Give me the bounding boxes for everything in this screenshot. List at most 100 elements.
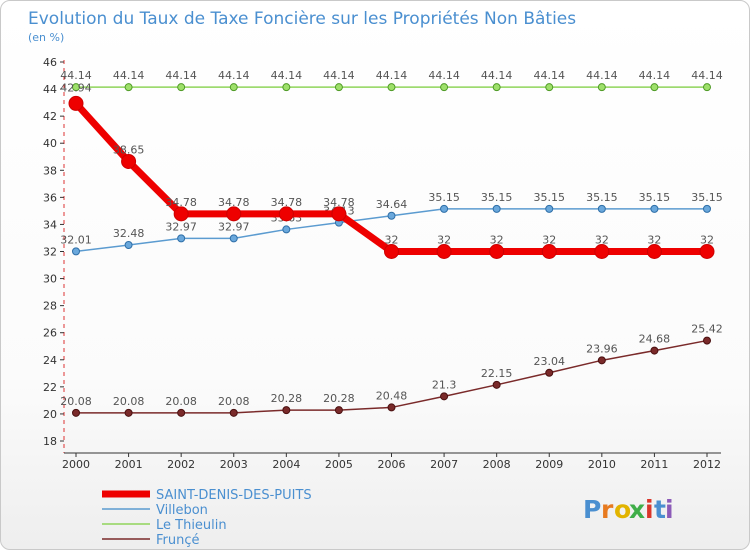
data-point: [489, 244, 505, 259]
series-1: 32.0132.4832.9732.9733.6334.1334.6435.15…: [60, 191, 723, 256]
y-tick-label: 38: [43, 164, 57, 177]
y-tick-label: 40: [43, 137, 57, 150]
data-point: [229, 83, 238, 92]
x-tick-label: 2002: [167, 458, 195, 471]
axes: 18 20 22 24 26 28 30 32 34 36 38 40 42 44 46 2000 2001 20…: [43, 56, 721, 471]
data-label: 34.78: [323, 196, 355, 209]
series-0: 42.94 38.65 34.78 34.78 34.78 34.78 32 32 32 32 32…: [60, 81, 715, 259]
y-tick-label: 46: [43, 56, 57, 69]
data-label: 32.97: [165, 220, 197, 233]
data-label: 34.78: [271, 196, 303, 209]
data-point: [541, 244, 557, 259]
data-point: [492, 83, 501, 92]
data-point: [124, 408, 133, 417]
legend-label: Le Thieulin: [156, 518, 227, 533]
data-label: 35.15: [639, 191, 671, 204]
logo-letter: i: [665, 495, 674, 524]
logo-letter: o: [614, 495, 631, 524]
x-tick-label: 2012: [693, 458, 721, 471]
data-label: 32: [595, 234, 609, 247]
data-label: 35.15: [586, 191, 618, 204]
data-point: [650, 204, 659, 213]
x-tick-label: 2006: [378, 458, 406, 471]
data-point: [334, 83, 343, 92]
logo-letter: r: [601, 495, 614, 524]
data-point: [177, 408, 186, 417]
y-tick-label: 28: [43, 300, 57, 313]
data-label: 20.28: [271, 392, 303, 405]
data-point: [282, 225, 291, 234]
x-tick-label: 2007: [430, 458, 458, 471]
data-point: [545, 204, 554, 213]
data-label: 34.78: [218, 196, 250, 209]
data-label: 32: [490, 234, 504, 247]
data-point: [597, 204, 606, 213]
y-tick-label: 30: [43, 273, 57, 286]
data-point: [492, 204, 501, 213]
x-tick-label: 2005: [325, 458, 353, 471]
data-point: [278, 206, 294, 222]
data-label: 25.42: [691, 323, 723, 336]
data-label: 20.08: [218, 395, 250, 408]
x-tick-label: 2010: [588, 458, 616, 471]
data-label: 35.15: [691, 191, 723, 204]
data-label: 32.97: [218, 220, 250, 233]
data-point: [387, 83, 396, 92]
data-point: [597, 356, 606, 365]
data-label: 22.15: [481, 367, 513, 380]
data-point: [282, 406, 291, 415]
data-point: [440, 392, 449, 401]
legend-item-1: Villebon: [102, 503, 208, 518]
data-point: [703, 204, 711, 213]
data-point: [440, 83, 449, 92]
data-label: 44.14: [586, 69, 618, 82]
logo-letter: P: [583, 495, 601, 524]
logo-letter: i: [645, 495, 654, 524]
data-point: [121, 153, 137, 169]
data-point: [597, 83, 606, 92]
x-tick-label: 2009: [535, 458, 563, 471]
chart-title: Evolution du Taux de Taxe Foncière sur l…: [28, 9, 576, 29]
legend-item-2: Le Thieulin: [102, 518, 227, 533]
data-point: [68, 95, 84, 111]
data-point: [699, 244, 715, 259]
legend-item-3: Frunçé: [102, 533, 200, 548]
series-2: 44.14 44.14 44.14 44.14 44.14 44.14 44.14 44.14…: [60, 69, 723, 92]
data-label: 20.08: [60, 395, 92, 408]
data-label: 21.3: [432, 378, 457, 391]
data-point: [177, 83, 186, 92]
data-label: 32: [542, 234, 556, 247]
data-point: [650, 83, 659, 92]
data-point: [72, 408, 80, 417]
data-point: [650, 346, 659, 355]
y-tick-label: 34: [43, 218, 57, 231]
data-label: 44.14: [481, 69, 513, 82]
data-label: 44.14: [376, 69, 408, 82]
data-point: [387, 211, 396, 220]
data-label: 35.15: [481, 191, 513, 204]
data-label: 32: [437, 234, 451, 247]
data-point: [124, 241, 133, 250]
y-tick-label: 20: [43, 408, 57, 421]
data-point: [226, 206, 242, 222]
data-label: 42.94: [60, 81, 92, 94]
data-point: [545, 368, 554, 377]
data-label: 32: [700, 234, 714, 247]
x-tick-label: 2000: [62, 458, 90, 471]
y-tick-label: 22: [43, 381, 57, 394]
logo-letter: t: [654, 495, 666, 524]
data-point: [177, 234, 186, 243]
data-label: 35.15: [534, 191, 566, 204]
data-point: [173, 206, 189, 222]
data-label: 44.14: [428, 69, 460, 82]
data-label: 32: [385, 234, 399, 247]
data-point: [545, 83, 554, 92]
y-tick-label: 26: [43, 327, 57, 340]
data-point: [72, 247, 80, 256]
data-point: [703, 336, 711, 345]
series-3: 20.08 20.08 20.08 20.08 20.28 20.28 20.48 21.3 2…: [60, 323, 723, 417]
data-point: [229, 234, 238, 243]
y-tick-label: 44: [43, 83, 57, 96]
